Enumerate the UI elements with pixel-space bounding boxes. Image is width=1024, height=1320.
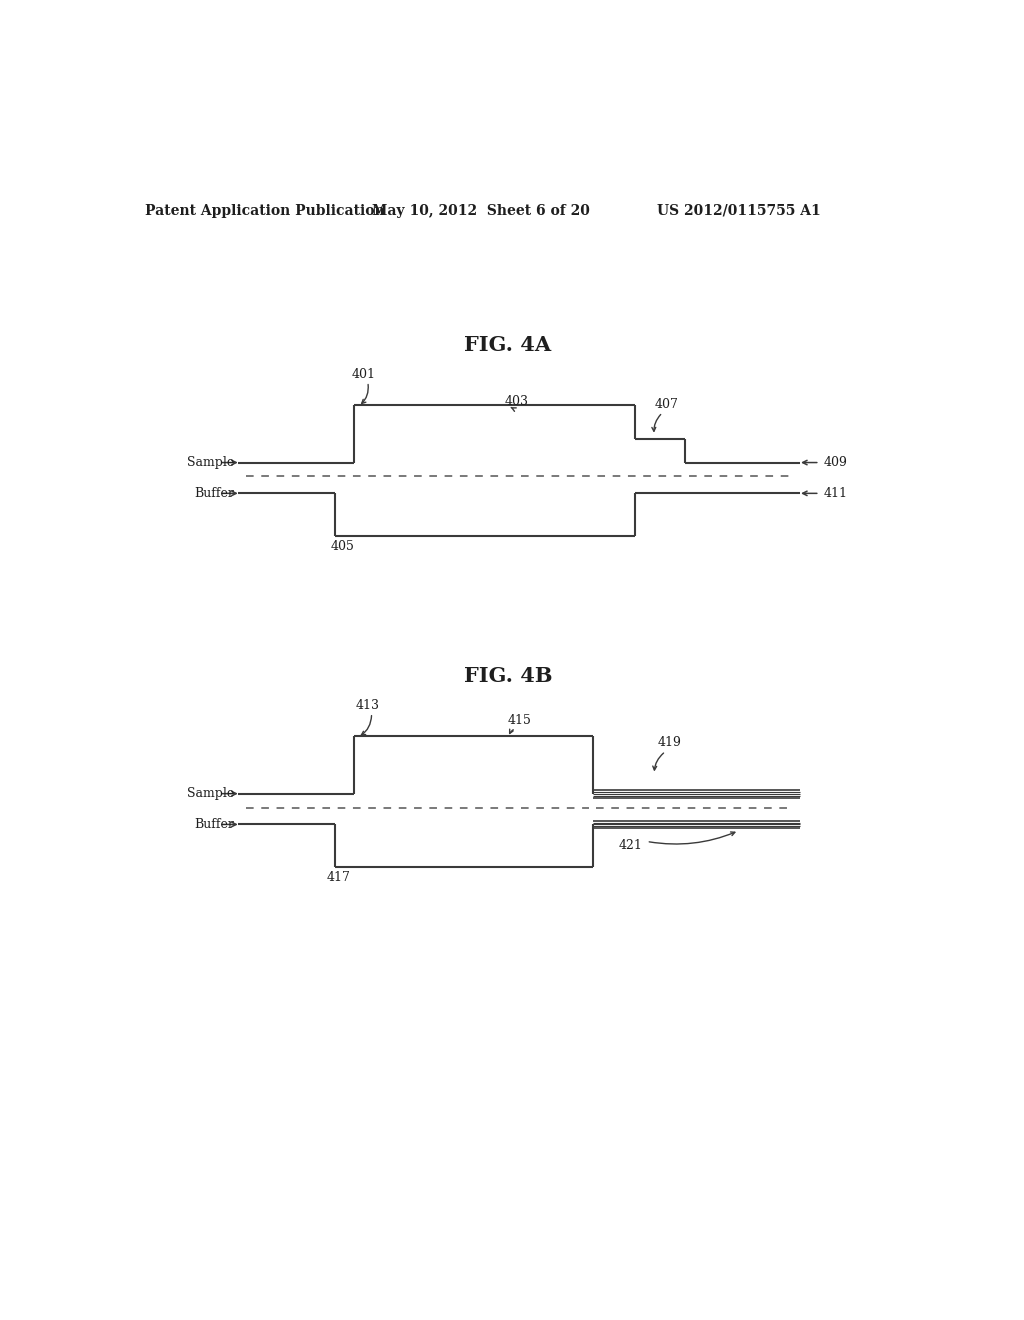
Text: 405: 405 xyxy=(331,540,354,553)
Text: 407: 407 xyxy=(654,399,679,412)
Text: US 2012/0115755 A1: US 2012/0115755 A1 xyxy=(657,203,820,218)
Text: Sample: Sample xyxy=(187,455,234,469)
Text: 411: 411 xyxy=(823,487,848,500)
Text: 415: 415 xyxy=(508,714,531,727)
Text: Buffer: Buffer xyxy=(195,818,234,832)
Text: FIG. 4A: FIG. 4A xyxy=(464,335,551,355)
Text: Buffer: Buffer xyxy=(195,487,234,500)
Text: 413: 413 xyxy=(355,698,380,711)
Text: Sample: Sample xyxy=(187,787,234,800)
Text: 409: 409 xyxy=(823,455,848,469)
Text: 421: 421 xyxy=(620,838,643,851)
Text: FIG. 4B: FIG. 4B xyxy=(464,665,552,686)
Text: Patent Application Publication: Patent Application Publication xyxy=(145,203,385,218)
Text: 401: 401 xyxy=(352,367,376,380)
Text: 419: 419 xyxy=(657,735,682,748)
Text: 403: 403 xyxy=(505,395,529,408)
Text: May 10, 2012  Sheet 6 of 20: May 10, 2012 Sheet 6 of 20 xyxy=(372,203,590,218)
Text: 417: 417 xyxy=(327,871,350,884)
